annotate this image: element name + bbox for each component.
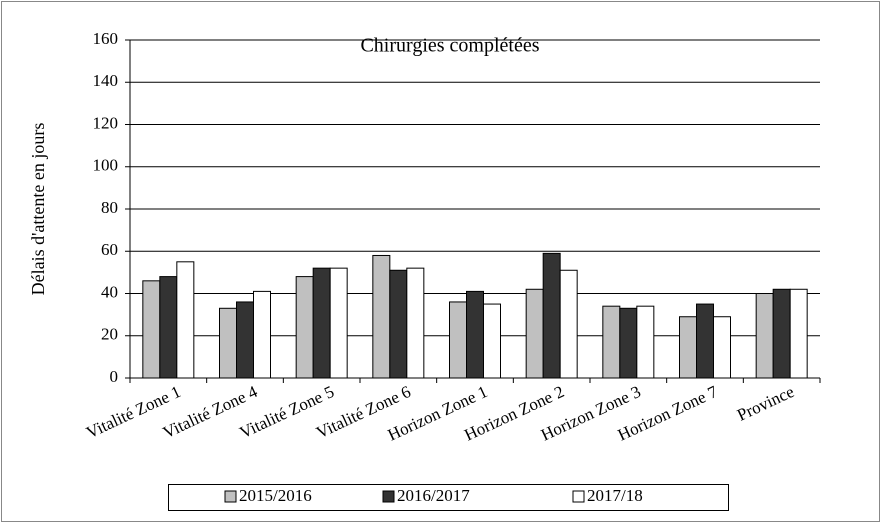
bar: [406, 267, 425, 379]
y-axis-label: Délais d'attente en jours: [28, 123, 48, 296]
bar: [219, 307, 237, 379]
bar: [755, 293, 774, 379]
y-tick-label: 160: [93, 29, 119, 48]
y-tick-label: 60: [101, 240, 118, 259]
bar: [159, 276, 178, 379]
chart-title: Chirurgies complétées: [360, 35, 539, 57]
bar: [679, 316, 697, 379]
legend-label: 2017/18: [587, 486, 643, 505]
y-tick-label: 120: [93, 113, 119, 132]
y-tick-label: 100: [93, 156, 119, 175]
bar: [619, 307, 638, 379]
bar: [142, 280, 161, 379]
bar: [483, 303, 501, 379]
y-tick-label: 80: [101, 198, 118, 217]
bar: [176, 261, 195, 379]
bar: [602, 305, 621, 379]
bar: [696, 303, 714, 379]
legend-label: 2015/2016: [239, 486, 312, 505]
bar: [329, 267, 348, 379]
y-tick-label: 140: [93, 71, 119, 90]
bar: [295, 276, 314, 379]
bar: [542, 252, 561, 379]
bar: [372, 254, 391, 379]
bar: [312, 267, 331, 379]
bar: [525, 288, 544, 379]
bar: [559, 269, 578, 379]
legend-swatch: [382, 490, 395, 503]
bar: [253, 290, 271, 379]
bar: [713, 316, 731, 379]
y-tick-label: 40: [101, 282, 118, 301]
bar: [466, 290, 484, 379]
bar: [772, 288, 791, 379]
y-tick-label: 0: [110, 367, 119, 386]
bar: [636, 305, 655, 379]
legend-swatch: [572, 490, 585, 503]
bar: [789, 288, 808, 379]
legend-label: 2016/2017: [397, 486, 470, 505]
bar: [389, 269, 408, 379]
bar: [449, 301, 467, 379]
legend-swatch: [224, 490, 237, 503]
legend-box: [168, 484, 729, 511]
bar: [236, 301, 254, 379]
y-tick-label: 20: [101, 325, 118, 344]
